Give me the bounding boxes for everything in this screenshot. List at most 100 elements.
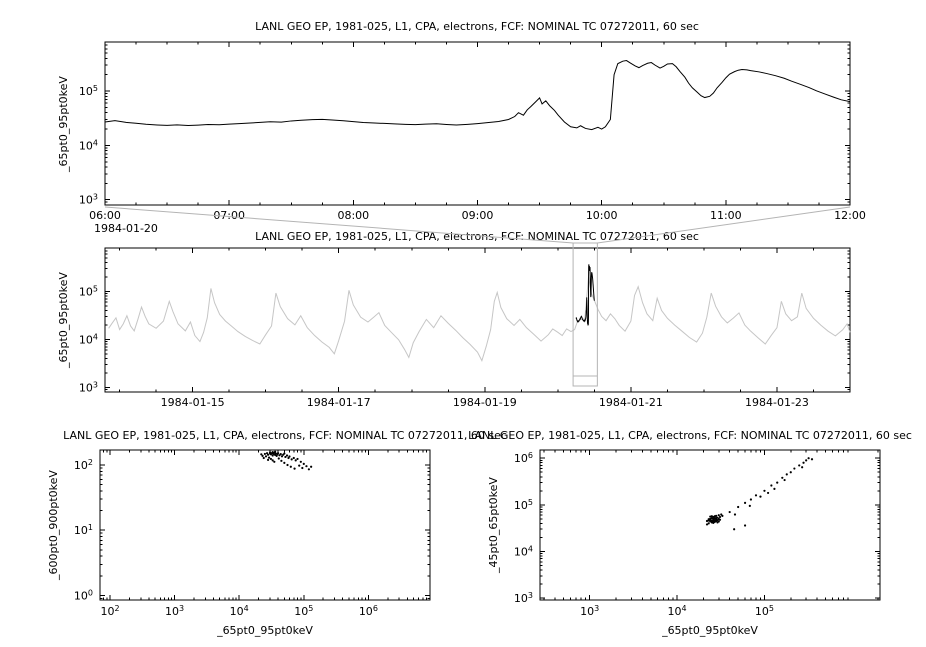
- data-point: [271, 459, 274, 462]
- x-tick-label: 06:00: [89, 209, 121, 222]
- data-point: [285, 454, 289, 457]
- data-point: [743, 501, 747, 505]
- context-plot-area: 1984-01-15 1984-01-17 1984-01-19 1984-01-21…: [79, 247, 851, 409]
- y-tick-label: 104: [79, 332, 98, 346]
- zoom-data-line: [104, 59, 851, 131]
- plot-frame: [104, 247, 851, 393]
- context-chart: LANL GEO EP, 1981-025, L1, CPA, electron…: [57, 230, 851, 409]
- plot-frame: [539, 449, 881, 601]
- data-point: [280, 459, 283, 462]
- data-point: [743, 524, 747, 527]
- data-point: [283, 452, 286, 455]
- x-tick-label: 1984-01-23: [745, 396, 809, 409]
- x-tick-label: 1984-01-21: [599, 396, 663, 409]
- data-point: [749, 498, 753, 501]
- data-point: [283, 461, 286, 464]
- y-tick-label: 106: [514, 451, 533, 465]
- data-point: [266, 453, 270, 456]
- data-point: [705, 519, 709, 523]
- zoom-plot-area: 06:00 07:00 08:00 09:00 10:00 11:00 12:00 103 10…: [79, 41, 866, 222]
- data-point: [296, 457, 299, 461]
- data-point: [709, 518, 712, 521]
- data-point: [263, 452, 266, 456]
- x-tick-label: 105: [755, 604, 774, 618]
- data-point: [770, 484, 773, 487]
- data-point: [268, 451, 272, 454]
- data-point: [269, 457, 273, 461]
- y-tick-label: 100: [74, 588, 93, 602]
- data-point: [266, 458, 270, 461]
- y-tick-label: 103: [79, 380, 98, 394]
- data-point: [307, 468, 310, 471]
- zoom-context-link-overlay: [104, 206, 851, 387]
- data-point: [802, 461, 805, 464]
- x-tick-label: 103: [165, 604, 184, 618]
- data-point: [284, 455, 287, 459]
- context-selection-box[interactable]: [572, 242, 598, 387]
- x-tick-label: 12:00: [834, 209, 866, 222]
- data-point: [305, 465, 308, 468]
- connector-line-left: [104, 206, 574, 244]
- x-tick-label: 09:00: [462, 209, 494, 222]
- x-tick-label: 102: [100, 604, 119, 618]
- connector-line-right: [597, 206, 851, 244]
- data-point: [801, 466, 804, 469]
- data-point: [280, 455, 284, 458]
- data-point: [810, 458, 814, 461]
- data-point: [737, 505, 740, 509]
- zoom-y-axis-label: _65pt0_95pt0keV: [57, 76, 70, 173]
- context-chart-title: LANL GEO EP, 1981-025, L1, CPA, electron…: [255, 230, 699, 243]
- data-point: [262, 456, 265, 460]
- data-point: [301, 466, 304, 470]
- y-tick-label: 103: [79, 193, 98, 207]
- x-tick-label: 11:00: [710, 209, 742, 222]
- y-tick-label: 101: [74, 523, 93, 537]
- data-point: [279, 453, 282, 456]
- data-point: [705, 523, 709, 526]
- context-highlight-line: [575, 264, 595, 326]
- data-point: [781, 476, 784, 479]
- y-tick-label: 105: [79, 284, 98, 298]
- data-point: [733, 528, 736, 531]
- data-point: [715, 514, 718, 517]
- data-point: [798, 464, 801, 467]
- data-point: [302, 462, 305, 466]
- data-point: [759, 495, 762, 498]
- data-point: [310, 465, 313, 468]
- data-point: [292, 456, 295, 460]
- context-data-line: [108, 276, 851, 362]
- x-tick-label: 103: [580, 604, 599, 618]
- data-point: [748, 504, 751, 507]
- data-point: [713, 519, 716, 522]
- data-point: [710, 515, 713, 518]
- data-point: [793, 467, 796, 470]
- data-point: [766, 491, 770, 495]
- data-point: [733, 513, 737, 516]
- zoom-chart-title: LANL GEO EP, 1981-025, L1, CPA, electron…: [255, 20, 699, 33]
- data-point: [716, 521, 719, 524]
- y-tick-label: 105: [79, 84, 98, 98]
- x-tick-label: 1984-01-15: [161, 396, 225, 409]
- data-point: [261, 454, 264, 457]
- data-point: [298, 464, 301, 467]
- data-point: [276, 452, 280, 455]
- data-point: [289, 465, 292, 468]
- x-tick-label: 106: [359, 604, 378, 618]
- data-point: [271, 450, 274, 454]
- scatter-left-title: LANL GEO EP, 1981-025, L1, CPA, electron…: [63, 429, 507, 442]
- data-point: [712, 520, 715, 523]
- data-point: [728, 510, 731, 514]
- data-point: [290, 458, 293, 461]
- data-point: [721, 514, 724, 517]
- scatter-left-plot-area: 102 103 104 105 106 100 101 102: [74, 449, 431, 618]
- data-point: [277, 457, 280, 460]
- context-y-axis-label: _65pt0_95pt0keV: [57, 272, 70, 369]
- data-point: [273, 460, 276, 463]
- x-tick-label: 104: [668, 604, 687, 618]
- data-point: [776, 481, 779, 484]
- data-point: [707, 522, 710, 525]
- scatter-right-title: LANL GEO EP, 1981-025, L1, CPA, electron…: [468, 429, 912, 442]
- x-tick-label: 104: [230, 604, 249, 618]
